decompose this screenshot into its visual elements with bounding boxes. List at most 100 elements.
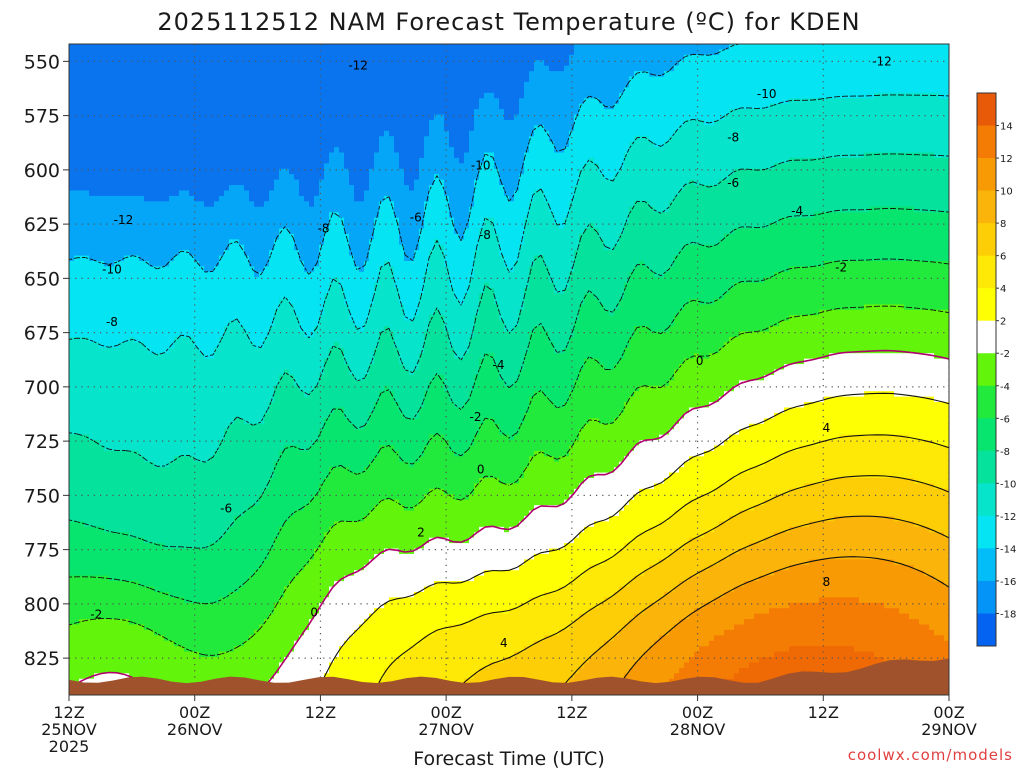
band-cell [809, 49, 815, 55]
band-cell [604, 49, 610, 55]
band-cell [444, 109, 450, 115]
band-cell [404, 66, 410, 72]
band-cell [379, 136, 385, 142]
band-cell [489, 180, 495, 186]
band-cell [799, 142, 805, 148]
band-cell [149, 147, 155, 153]
band-cell [334, 44, 340, 50]
band-cell [804, 98, 810, 104]
band-cell [309, 71, 315, 77]
band-cell [459, 131, 465, 137]
band-cell [359, 125, 365, 131]
band-cell [779, 77, 785, 83]
band-cell [709, 98, 715, 104]
band-cell [254, 174, 260, 180]
band-cell [269, 87, 275, 93]
band-cell [864, 115, 870, 121]
band-cell [614, 147, 620, 153]
band-cell [389, 82, 395, 88]
band-cell [169, 196, 175, 202]
band-cell [789, 55, 795, 61]
band-cell [219, 44, 225, 50]
band-cell [759, 180, 765, 186]
band-cell [264, 142, 270, 148]
band-cell [179, 44, 185, 50]
band-cell [659, 120, 665, 126]
band-cell [804, 55, 810, 61]
band-cell [419, 153, 425, 159]
band-cell [829, 55, 835, 61]
band-cell [744, 82, 750, 88]
band-cell [864, 153, 870, 159]
band-cell [664, 104, 670, 110]
band-cell [559, 163, 565, 169]
band-cell [824, 60, 830, 66]
band-cell [474, 98, 480, 104]
band-cell [419, 169, 425, 175]
band-cell [754, 158, 760, 164]
band-cell [124, 180, 130, 186]
band-cell [839, 71, 845, 77]
band-cell [609, 55, 615, 61]
band-cell [814, 109, 820, 115]
band-cell [179, 82, 185, 88]
band-cell [904, 153, 910, 159]
band-cell [779, 174, 785, 180]
band-cell [679, 147, 685, 153]
band-cell [824, 185, 830, 191]
band-cell [139, 174, 145, 180]
band-cell [269, 158, 275, 164]
band-cell [464, 120, 470, 126]
band-cell [409, 60, 415, 66]
band-cell [439, 163, 445, 169]
band-cell [754, 185, 760, 191]
band-cell [854, 190, 860, 196]
band-cell [829, 71, 835, 77]
band-cell [744, 190, 750, 196]
band-cell [729, 66, 735, 72]
band-cell [359, 185, 365, 191]
band-cell [574, 87, 580, 93]
band-cell [834, 158, 840, 164]
band-cell [189, 153, 195, 159]
band-cell [929, 190, 935, 196]
band-cell [109, 104, 115, 110]
band-cell [589, 109, 595, 115]
band-cell [654, 153, 660, 159]
band-cell [939, 180, 945, 186]
band-cell [924, 71, 930, 77]
band-cell [929, 66, 935, 72]
band-cell [334, 66, 340, 72]
band-cell [594, 158, 600, 164]
band-cell [489, 125, 495, 131]
band-cell [724, 77, 730, 83]
band-cell [309, 185, 315, 191]
band-cell [809, 180, 815, 186]
band-cell [289, 82, 295, 88]
band-cell [544, 55, 550, 61]
band-cell [899, 93, 905, 99]
band-cell [614, 49, 620, 55]
band-cell [804, 174, 810, 180]
band-cell [154, 163, 160, 169]
band-cell [824, 142, 830, 148]
band-cell [439, 136, 445, 142]
band-cell [339, 66, 345, 72]
band-cell [304, 131, 310, 137]
band-cell [829, 49, 835, 55]
band-cell [484, 55, 490, 61]
band-cell [644, 93, 650, 99]
band-cell [224, 98, 230, 104]
band-cell [204, 142, 210, 148]
band-cell [699, 109, 705, 115]
band-cell [539, 142, 545, 148]
band-cell [754, 60, 760, 66]
band-cell [469, 109, 475, 115]
band-cell [249, 104, 255, 110]
band-cell [119, 163, 125, 169]
band-cell [129, 174, 135, 180]
band-cell [344, 120, 350, 126]
band-cell [629, 158, 635, 164]
band-cell [884, 131, 890, 137]
band-cell [659, 158, 665, 164]
